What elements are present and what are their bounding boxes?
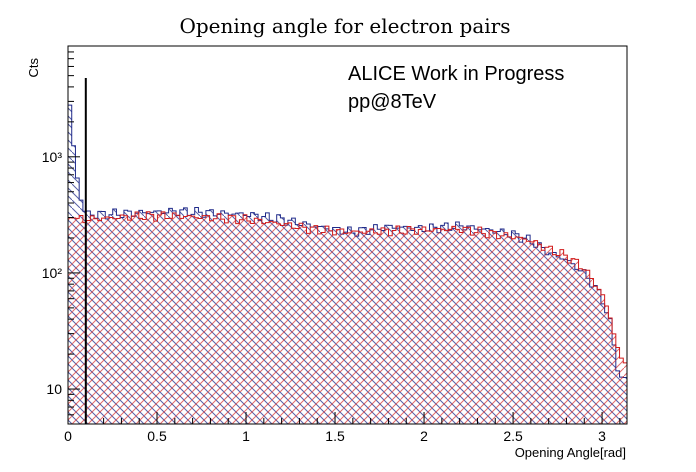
chart-title: Opening angle for electron pairs [179,14,510,38]
x-tick-label: 0 [64,428,72,444]
x-tick-label: 2.5 [503,428,523,444]
y-tick-label: 10 [46,381,62,397]
y-axis-label: Cts [26,58,41,78]
axes: 0 0.5 1 1.5 2 2.5 3 10 10² 10³ [42,45,628,444]
annotation-dataset: pp@8TeV [348,91,437,113]
x-axis-label: Opening Angle[rad] [515,445,626,460]
y-tick-label: 10² [42,265,63,281]
annotation-experiment: ALICE Work in Progress [348,63,564,85]
series-red-histogram [67,211,628,425]
x-tick-label: 2 [420,428,428,444]
x-tick-label: 1.5 [325,428,345,444]
x-tick-label: 0.5 [147,428,167,444]
x-tick-label: 3 [598,428,606,444]
plot-frame [67,45,628,425]
plot-area [67,78,628,425]
x-tick-label: 1 [242,428,250,444]
y-tick-label: 10³ [42,149,63,165]
